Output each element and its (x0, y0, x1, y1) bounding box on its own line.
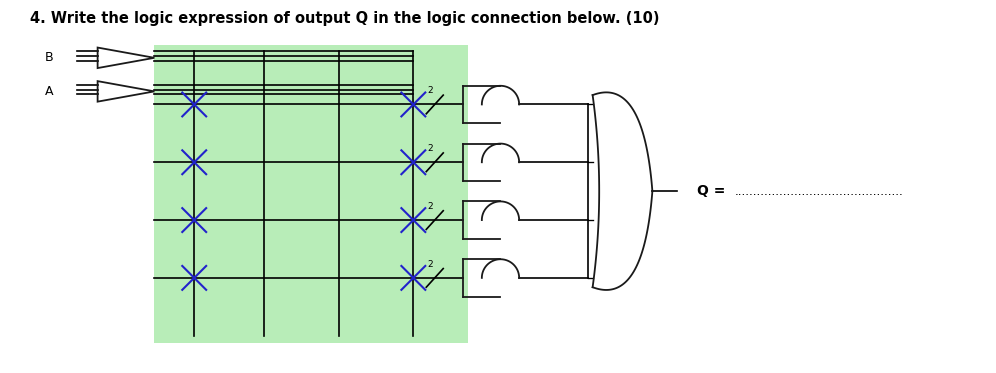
Text: 2: 2 (427, 202, 433, 211)
Bar (154, 45, 468, 343)
Text: 2: 2 (427, 86, 433, 95)
Text: 2: 2 (427, 260, 433, 269)
Text: B: B (45, 51, 54, 64)
Text: A: A (45, 85, 54, 98)
Text: .............................................: ........................................… (735, 185, 903, 198)
Text: Q =: Q = (697, 184, 730, 198)
Text: 4. Write the logic expression of output Q in the logic connection below. (10): 4. Write the logic expression of output … (30, 11, 659, 26)
Text: 2: 2 (427, 144, 433, 153)
